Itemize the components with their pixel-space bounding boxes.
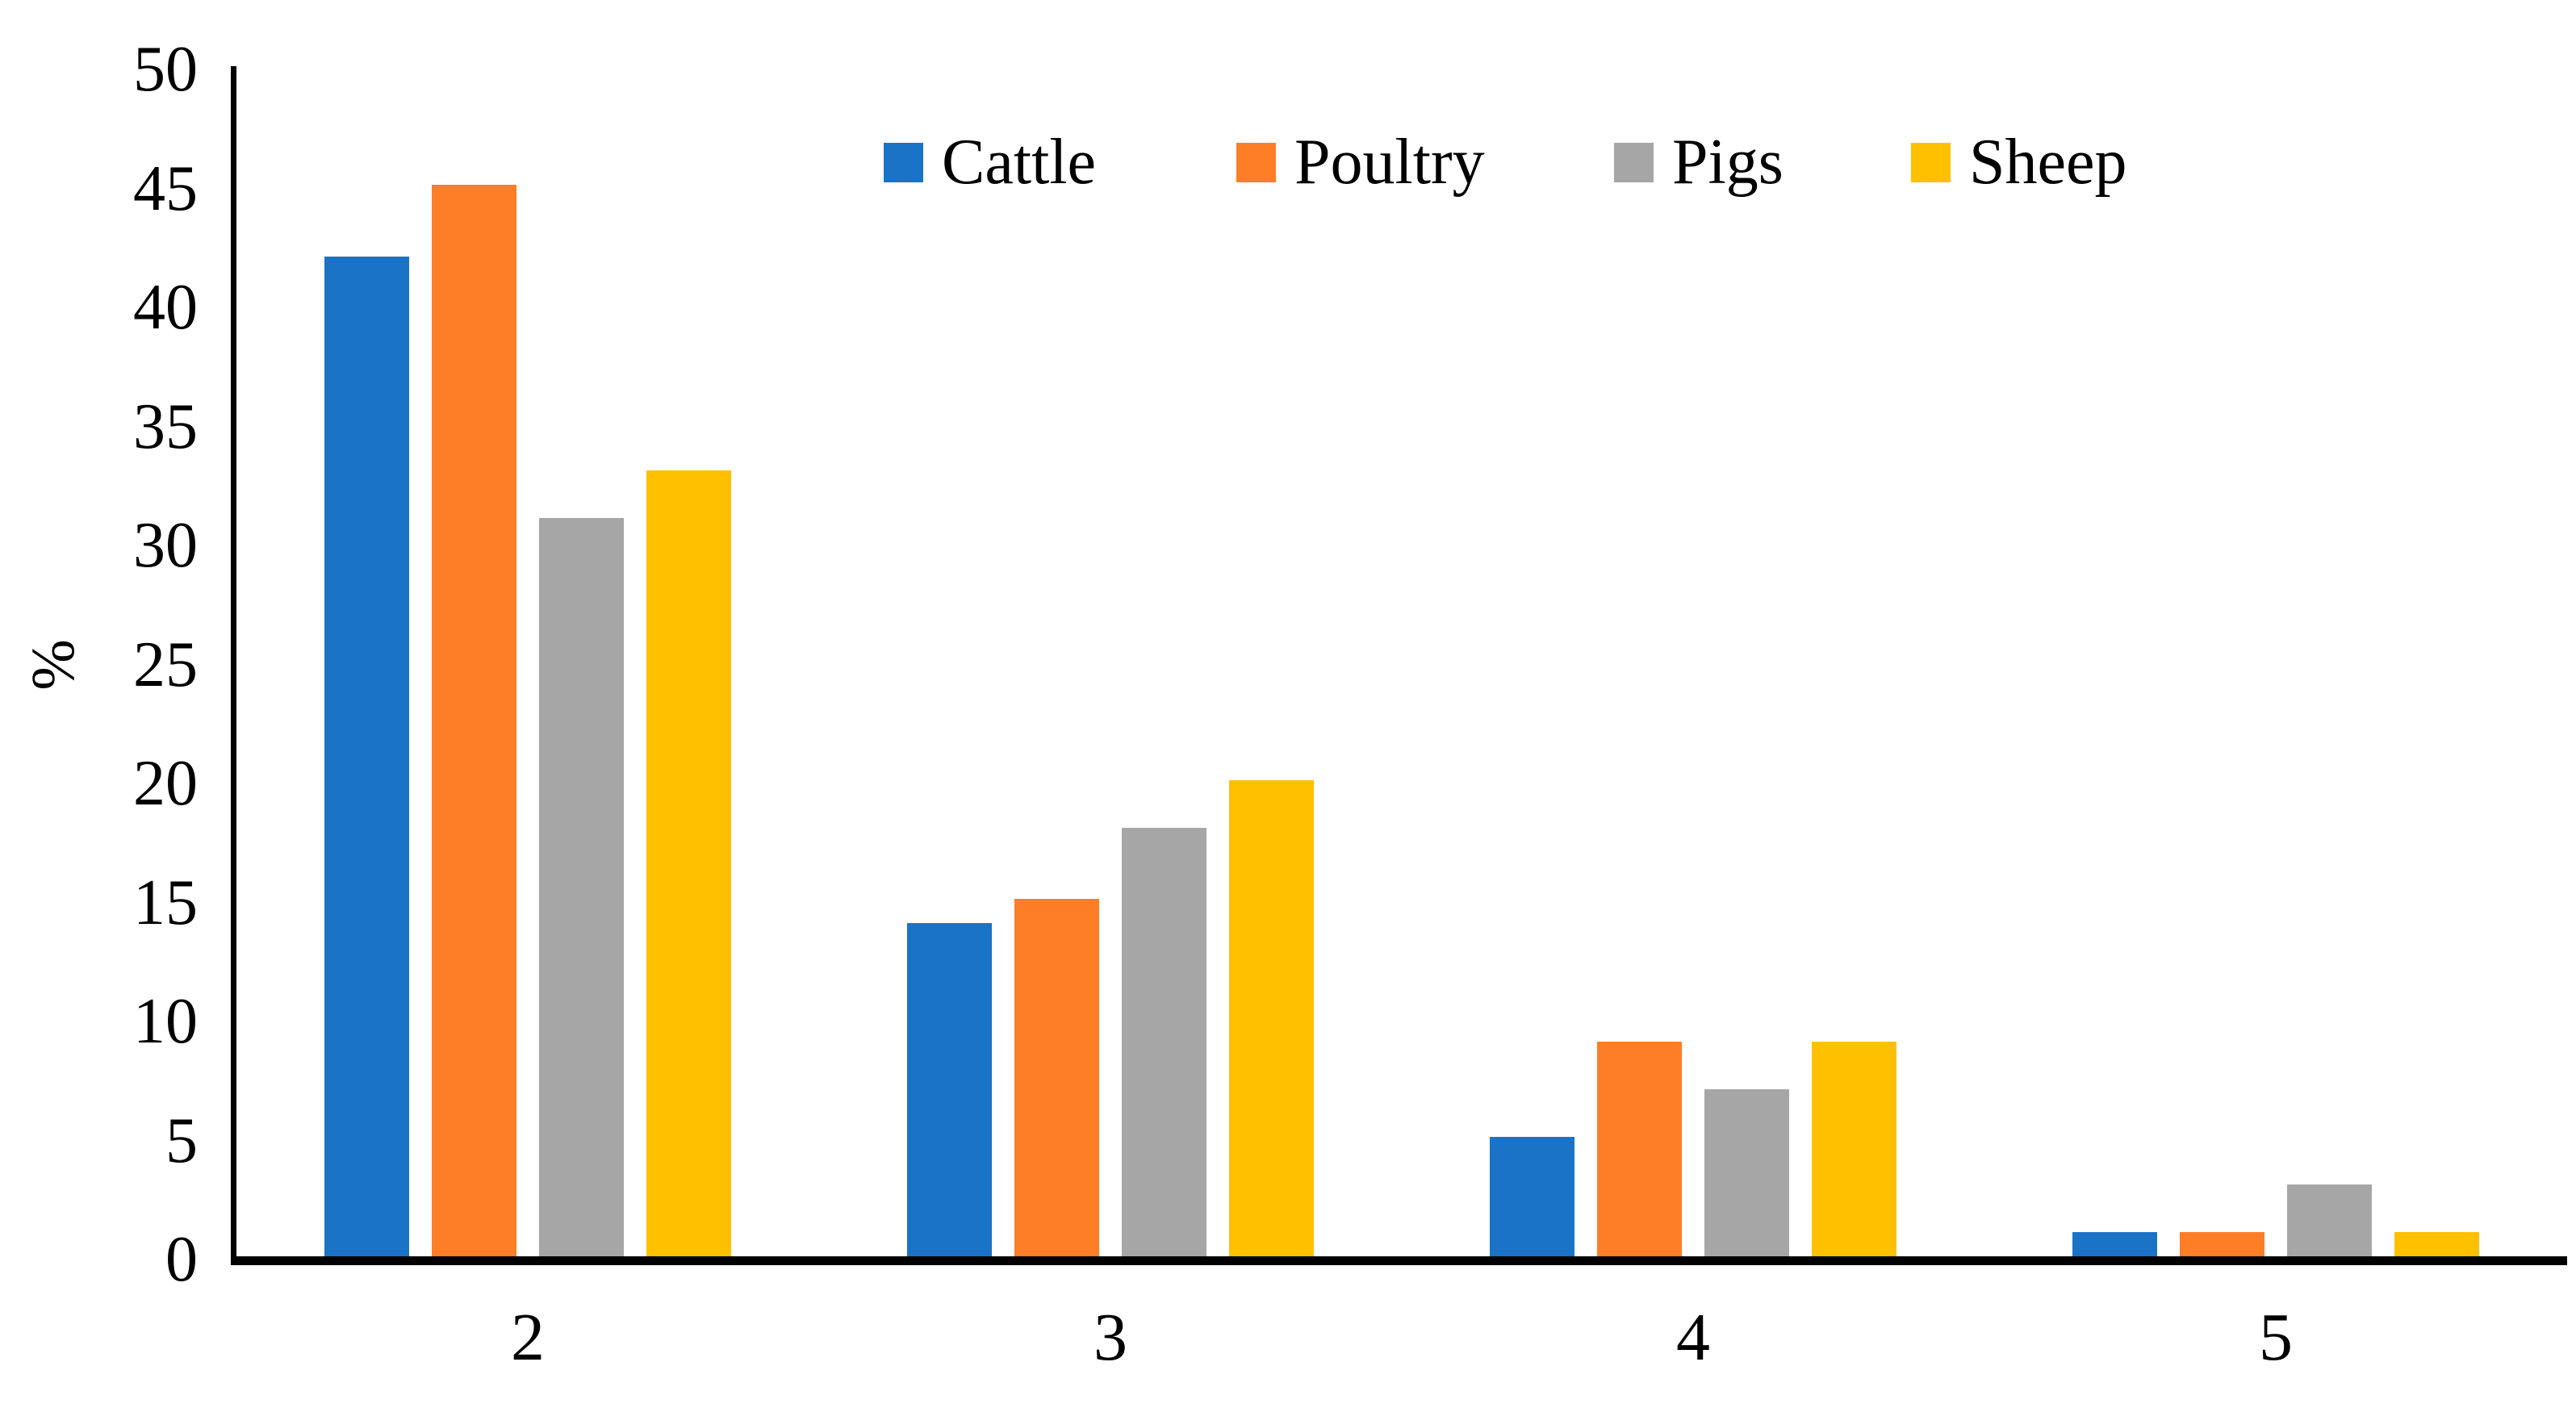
x-category-label-5: 5 [2259,1300,2293,1375]
y-tick-label-35: 35 [133,391,198,462]
legend-item-sheep: Sheep [1911,127,2127,198]
y-tick-label-45: 45 [133,152,198,224]
bar-poultry-2 [432,185,516,1256]
legend-label-poultry: Poultry [1294,127,1485,198]
bar-cattle-4 [1490,1137,1574,1256]
y-axis-line [231,66,236,1264]
bar-pigs-3 [1122,828,1206,1256]
legend-label-cattle: Cattle [942,127,1097,198]
legend-swatch-pigs [1614,142,1654,182]
x-axis-line [231,1256,2567,1265]
y-tick-label-15: 15 [133,867,198,938]
x-category-label-3: 3 [1094,1300,1127,1375]
bar-pigs-5 [2287,1184,2372,1256]
y-tick-label-50: 50 [133,34,198,105]
bar-sheep-3 [1229,780,1314,1256]
bar-sheep-4 [1812,1042,1896,1256]
legend-swatch-cattle [884,142,923,182]
legend-item-poultry: Poultry [1236,127,1485,198]
legend-label-sheep: Sheep [1969,127,2127,198]
y-tick-label-5: 5 [165,1105,198,1176]
x-category-label-4: 4 [1676,1300,1710,1375]
y-tick-label-0: 0 [165,1224,198,1295]
y-tick-label-20: 20 [133,748,198,819]
y-tick-label-10: 10 [133,986,198,1057]
bar-sheep-5 [2394,1232,2479,1256]
bar-pigs-2 [539,518,624,1256]
y-tick-label-25: 25 [133,629,198,700]
bar-sheep-2 [646,470,731,1256]
bar-poultry-4 [1597,1042,1682,1256]
legend-item-cattle: Cattle [884,127,1097,198]
bar-pigs-4 [1704,1089,1789,1256]
legend-item-pigs: Pigs [1614,127,1784,198]
legend-swatch-sheep [1911,142,1951,182]
bar-poultry-3 [1014,899,1099,1256]
legend-swatch-poultry [1236,142,1276,182]
y-tick-label-30: 30 [133,510,198,581]
bar-cattle-5 [2072,1232,2157,1256]
y-tick-label-40: 40 [133,272,198,343]
legend-label-pigs: Pigs [1672,127,1784,198]
bar-poultry-5 [2180,1232,2264,1256]
bar-cattle-2 [324,257,409,1256]
x-category-label-2: 2 [511,1300,545,1375]
bar-cattle-3 [907,923,992,1256]
